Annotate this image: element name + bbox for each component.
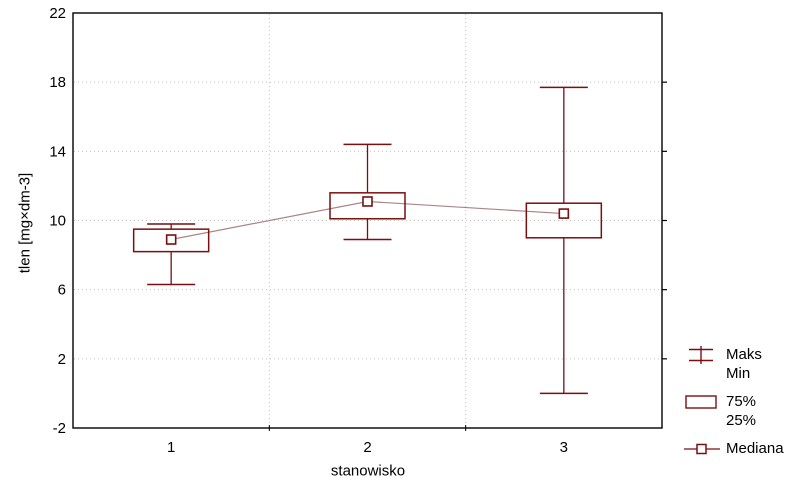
- legend-item-maks-min: Maks Min: [684, 345, 784, 383]
- x-axis-title: stanowisko: [330, 462, 406, 480]
- median-marker: [165, 234, 177, 245]
- x-tick-label: 1: [167, 439, 175, 456]
- legend-labels: Maks Min: [726, 345, 762, 383]
- y-tick-label: 2: [58, 351, 66, 368]
- y-axis-title: tlen [mg×dm-3]: [16, 172, 34, 274]
- legend-label: Min: [726, 365, 751, 382]
- iqr-box: [329, 192, 406, 220]
- x-tick-label: 3: [560, 439, 568, 456]
- y-tick-label: -2: [53, 420, 66, 437]
- legend-label: Mediana: [726, 440, 784, 457]
- x-tick-label: 2: [363, 439, 371, 456]
- iqr-box: [132, 228, 210, 253]
- whisker-range-icon: [689, 346, 713, 364]
- legend-label: 25%: [726, 412, 757, 429]
- iqr-box-icon: [685, 395, 717, 409]
- legend-label: Maks: [726, 346, 762, 363]
- iqr-box: [525, 202, 603, 239]
- y-tick-label: 14: [49, 143, 66, 160]
- y-tick-label: 10: [49, 213, 66, 230]
- legend-labels: 75% 25%: [726, 392, 756, 430]
- median-marker-icon: [684, 443, 720, 455]
- y-tick-label: 6: [58, 282, 66, 299]
- median-marker: [362, 196, 373, 207]
- median-marker: [558, 208, 570, 219]
- y-tick-label: 22: [49, 5, 66, 22]
- legend-label: 75%: [726, 393, 757, 410]
- legend: Maks Min 75% 25% Mediana: [684, 345, 784, 467]
- legend-item-mediana: Mediana: [684, 439, 784, 458]
- y-tick-label: 18: [49, 74, 66, 91]
- legend-item-p75-p25: 75% 25%: [684, 392, 784, 430]
- legend-labels: Mediana: [726, 439, 784, 458]
